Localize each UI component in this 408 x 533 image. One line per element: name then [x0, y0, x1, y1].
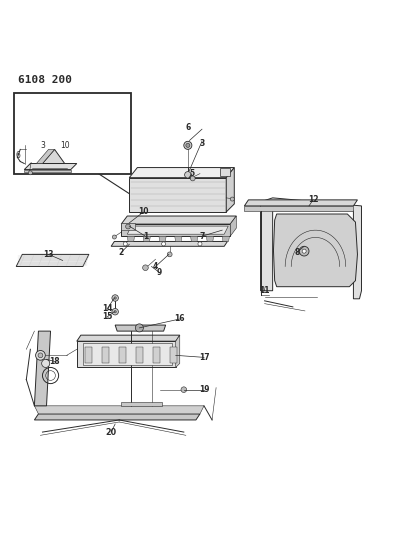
Circle shape — [184, 172, 191, 178]
Polygon shape — [121, 223, 135, 230]
Circle shape — [162, 242, 166, 246]
Text: 7: 7 — [199, 232, 205, 241]
Bar — [119, 348, 126, 364]
Polygon shape — [77, 335, 180, 341]
Circle shape — [126, 224, 131, 229]
Polygon shape — [42, 149, 65, 164]
Polygon shape — [24, 169, 71, 172]
Polygon shape — [24, 164, 77, 169]
Text: 15: 15 — [102, 312, 112, 321]
Circle shape — [299, 246, 309, 256]
Text: 4: 4 — [153, 262, 158, 271]
Polygon shape — [115, 325, 166, 331]
Polygon shape — [121, 216, 236, 224]
Bar — [14, 93, 131, 174]
Polygon shape — [121, 224, 230, 236]
Text: 10: 10 — [138, 207, 149, 216]
Polygon shape — [143, 236, 151, 241]
Text: 12: 12 — [308, 196, 318, 204]
Text: 9: 9 — [157, 268, 162, 277]
Polygon shape — [34, 406, 204, 414]
Polygon shape — [127, 236, 135, 241]
Polygon shape — [273, 214, 357, 287]
Circle shape — [186, 143, 190, 147]
Bar — [102, 348, 109, 364]
Circle shape — [181, 387, 186, 392]
Circle shape — [112, 295, 118, 301]
Circle shape — [28, 171, 32, 175]
Polygon shape — [34, 331, 51, 406]
Polygon shape — [159, 236, 166, 241]
Text: 20: 20 — [106, 427, 117, 437]
Polygon shape — [129, 167, 234, 177]
Polygon shape — [77, 341, 176, 367]
Bar — [170, 348, 177, 364]
Circle shape — [167, 252, 172, 257]
Text: 6: 6 — [16, 151, 21, 160]
Circle shape — [123, 242, 127, 246]
Bar — [153, 348, 160, 364]
Text: 3: 3 — [200, 139, 204, 148]
Text: 5: 5 — [189, 169, 195, 178]
Circle shape — [198, 242, 202, 246]
Text: 16: 16 — [175, 314, 185, 324]
Text: 14: 14 — [102, 304, 112, 313]
Text: 6: 6 — [185, 123, 191, 132]
Circle shape — [42, 359, 50, 367]
Polygon shape — [175, 236, 182, 241]
Circle shape — [135, 324, 144, 332]
Polygon shape — [34, 414, 200, 420]
Polygon shape — [191, 236, 198, 241]
Polygon shape — [244, 206, 353, 211]
Text: 8: 8 — [294, 248, 299, 257]
Text: 18: 18 — [49, 357, 60, 366]
Circle shape — [143, 265, 148, 271]
Circle shape — [302, 249, 306, 253]
Polygon shape — [36, 149, 55, 164]
Text: 2: 2 — [119, 248, 124, 257]
Polygon shape — [206, 236, 214, 241]
Text: 1: 1 — [143, 232, 148, 241]
Bar — [136, 348, 143, 364]
Polygon shape — [230, 216, 236, 236]
Polygon shape — [111, 241, 227, 246]
Text: 3: 3 — [40, 141, 45, 150]
Circle shape — [114, 297, 116, 299]
Text: 6108 200: 6108 200 — [18, 75, 72, 85]
Text: 13: 13 — [43, 250, 54, 259]
Circle shape — [184, 141, 192, 149]
Polygon shape — [83, 343, 172, 366]
Circle shape — [35, 351, 45, 360]
Polygon shape — [121, 402, 162, 406]
Polygon shape — [261, 198, 361, 299]
Bar — [85, 348, 92, 364]
Circle shape — [114, 311, 116, 313]
Polygon shape — [222, 236, 229, 241]
Circle shape — [190, 176, 195, 181]
Circle shape — [112, 309, 118, 315]
Polygon shape — [244, 200, 357, 206]
Text: 19: 19 — [199, 385, 209, 394]
Text: 17: 17 — [199, 353, 209, 362]
Polygon shape — [176, 335, 180, 367]
Polygon shape — [16, 254, 89, 266]
Text: 10: 10 — [60, 141, 69, 150]
Circle shape — [38, 353, 43, 358]
Text: 11: 11 — [259, 286, 270, 295]
Polygon shape — [129, 177, 226, 212]
Polygon shape — [226, 167, 234, 212]
Bar — [220, 168, 230, 176]
Circle shape — [112, 235, 116, 239]
Polygon shape — [127, 226, 228, 234]
Circle shape — [230, 197, 234, 201]
